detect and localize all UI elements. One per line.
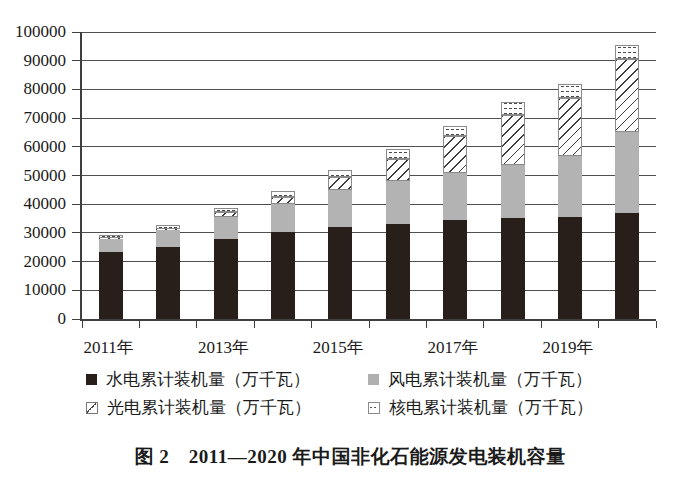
y-axis-label-80000: 80000 bbox=[0, 80, 66, 97]
bar-2011年 bbox=[99, 235, 123, 319]
x-tick-1 bbox=[139, 321, 140, 328]
bar-segment-solid-gray-2020年 bbox=[615, 132, 639, 213]
legend-swatch-solid-black-icon bbox=[86, 374, 97, 385]
y-axis-label-50000: 50000 bbox=[0, 167, 66, 184]
y-tick-70000 bbox=[72, 118, 80, 119]
bar-segment-solid-gray-2015年 bbox=[328, 190, 352, 228]
x-tick-10 bbox=[656, 321, 657, 328]
y-tick-90000 bbox=[72, 60, 80, 61]
y-tick-20000 bbox=[72, 261, 80, 262]
y-axis-label-90000: 90000 bbox=[0, 52, 66, 69]
bar-2014年 bbox=[271, 191, 295, 319]
legend-label: 光电累计装机量（万千瓦） bbox=[107, 396, 311, 419]
y-tick-60000 bbox=[72, 146, 80, 147]
bar-2016年 bbox=[386, 149, 410, 319]
legend-swatch-solid-gray-icon bbox=[368, 374, 379, 385]
bar-segment-solid-black-2014年 bbox=[271, 232, 295, 319]
x-axis-label-2017年: 2017年 bbox=[408, 336, 498, 359]
legend-swatch-dashed-dots-icon bbox=[368, 402, 380, 414]
bar-2019年 bbox=[558, 84, 582, 319]
bar-segment-solid-gray-2011年 bbox=[99, 239, 123, 252]
x-tick-2 bbox=[196, 321, 197, 328]
y-tick-10000 bbox=[72, 290, 80, 291]
bar-segment-solid-gray-2014年 bbox=[271, 204, 295, 232]
y-axis-label-40000: 40000 bbox=[0, 195, 66, 212]
bar-segment-solid-black-2011年 bbox=[99, 252, 123, 319]
x-tick-4 bbox=[311, 321, 312, 328]
bar-segment-dashed-dots-2020年 bbox=[615, 45, 639, 59]
y-tick-30000 bbox=[72, 232, 80, 233]
bar-segment-diagonal-hatch-2015年 bbox=[328, 177, 352, 189]
legend-item-dashed-dots: 核电累计装机量（万千瓦） bbox=[368, 396, 593, 419]
y-tick-0 bbox=[72, 319, 80, 320]
figure-caption: 图 2 2011—2020 年中国非化石能源发电装机容量 bbox=[0, 444, 700, 470]
bar-segment-solid-gray-2016年 bbox=[386, 181, 410, 224]
x-tick-3 bbox=[254, 321, 255, 328]
legend-label: 核电累计装机量（万千瓦） bbox=[389, 396, 593, 419]
legend-item-solid-gray: 风电累计装机量（万千瓦） bbox=[368, 368, 592, 391]
bar-segment-dashed-dots-2018年 bbox=[501, 102, 525, 115]
bar-segment-dashed-dots-2019年 bbox=[558, 84, 582, 98]
bar-segment-diagonal-hatch-2019年 bbox=[558, 98, 582, 157]
bar-2012年 bbox=[156, 225, 180, 319]
bar-2015年 bbox=[328, 170, 352, 319]
x-tick-9 bbox=[598, 321, 599, 328]
bar-segment-solid-black-2019年 bbox=[558, 217, 582, 319]
x-axis-label-2011年: 2011年 bbox=[64, 336, 154, 359]
bar-segment-solid-black-2017年 bbox=[443, 220, 467, 319]
y-axis-label-100000: 100000 bbox=[0, 23, 66, 40]
y-tick-100000 bbox=[72, 32, 80, 33]
legend-label: 水电累计装机量（万千瓦） bbox=[106, 368, 310, 391]
bar-segment-dashed-dots-2017年 bbox=[443, 126, 467, 136]
figure-2-chart: 0 10000 20000 30000 40000 50000 60000 70000 8000… bbox=[0, 0, 700, 484]
x-tick-6 bbox=[426, 321, 427, 328]
y-axis-label-30000: 30000 bbox=[0, 224, 66, 241]
legend-swatch-diagonal-hatch-icon bbox=[86, 402, 98, 414]
y-tick-50000 bbox=[72, 175, 80, 176]
bar-segment-solid-gray-2019年 bbox=[558, 156, 582, 216]
bar-segment-solid-gray-2017年 bbox=[443, 173, 467, 220]
y-axis-label-20000: 20000 bbox=[0, 253, 66, 270]
bar-segment-solid-black-2016年 bbox=[386, 224, 410, 319]
gridline-100000 bbox=[82, 32, 656, 33]
bar-segment-solid-gray-2012年 bbox=[156, 230, 180, 248]
bar-segment-solid-gray-2013年 bbox=[214, 217, 238, 239]
bar-segment-diagonal-hatch-2018年 bbox=[501, 115, 525, 165]
x-axis-label-2013年: 2013年 bbox=[179, 336, 269, 359]
bar-segment-solid-gray-2018年 bbox=[501, 165, 525, 218]
gridline-90000 bbox=[82, 60, 656, 61]
plot-area bbox=[80, 32, 656, 321]
y-tick-80000 bbox=[72, 89, 80, 90]
bar-segment-solid-black-2020年 bbox=[615, 213, 639, 319]
legend-label: 风电累计装机量（万千瓦） bbox=[388, 368, 592, 391]
x-axis-label-2019年: 2019年 bbox=[523, 336, 613, 359]
bar-segment-solid-black-2012年 bbox=[156, 247, 180, 319]
y-axis-label-60000: 60000 bbox=[0, 138, 66, 155]
bar-2013年 bbox=[214, 208, 238, 319]
bar-segment-dashed-dots-2015年 bbox=[328, 170, 352, 178]
bar-2018年 bbox=[501, 102, 525, 319]
y-axis-label-70000: 70000 bbox=[0, 109, 66, 126]
bar-segment-diagonal-hatch-2016年 bbox=[386, 159, 410, 181]
legend-item-solid-black: 水电累计装机量（万千瓦） bbox=[86, 368, 310, 391]
x-tick-0 bbox=[82, 321, 83, 328]
bar-2017年 bbox=[443, 126, 467, 319]
bar-segment-diagonal-hatch-2017年 bbox=[443, 136, 467, 173]
bar-segment-solid-black-2018年 bbox=[501, 218, 525, 319]
legend-item-diagonal-hatch: 光电累计装机量（万千瓦） bbox=[86, 396, 311, 419]
y-axis-label-10000: 10000 bbox=[0, 281, 66, 298]
y-tick-40000 bbox=[72, 204, 80, 205]
bar-2020年 bbox=[615, 45, 639, 319]
x-tick-5 bbox=[369, 321, 370, 328]
bar-segment-solid-black-2013年 bbox=[214, 239, 238, 319]
x-axis-label-2015年: 2015年 bbox=[293, 336, 383, 359]
x-tick-8 bbox=[541, 321, 542, 328]
bar-segment-dashed-dots-2016年 bbox=[386, 149, 410, 159]
y-axis-label-0: 0 bbox=[0, 310, 66, 327]
x-tick-7 bbox=[483, 321, 484, 328]
bar-segment-diagonal-hatch-2014年 bbox=[271, 197, 295, 204]
bar-segment-diagonal-hatch-2020年 bbox=[615, 59, 639, 132]
bar-segment-solid-black-2015年 bbox=[328, 227, 352, 319]
